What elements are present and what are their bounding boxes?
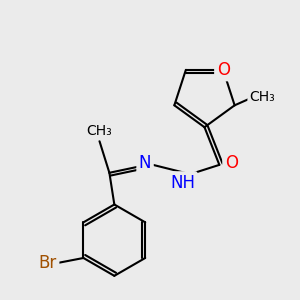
Text: O: O <box>217 61 230 79</box>
Text: NH: NH <box>170 174 195 192</box>
Text: O: O <box>225 154 238 172</box>
Text: N: N <box>139 154 151 172</box>
Text: CH₃: CH₃ <box>250 90 275 104</box>
Text: CH₃: CH₃ <box>87 124 112 138</box>
Text: Br: Br <box>39 254 57 272</box>
